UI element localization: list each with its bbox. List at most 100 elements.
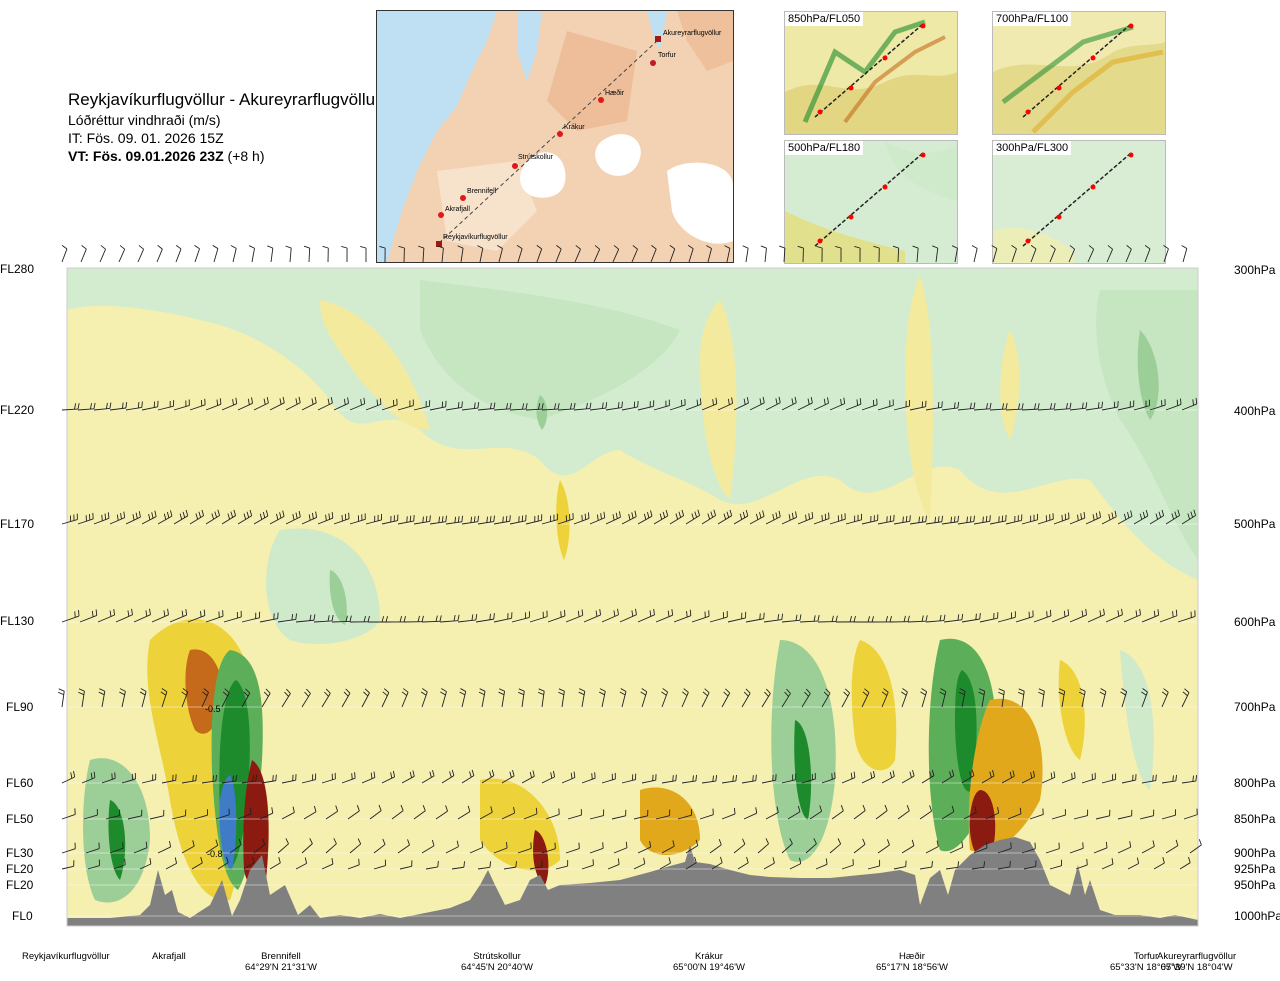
wind-barb-shaft — [511, 616, 530, 623]
wind-barb — [193, 809, 208, 820]
wind-barb — [133, 608, 151, 623]
wind-barb — [861, 688, 870, 708]
wind-barb — [509, 514, 527, 525]
wind-barb-feather — [295, 398, 298, 405]
wind-barb-shaft — [525, 519, 542, 525]
wind-barb — [157, 510, 173, 525]
wind-barb-feather — [732, 775, 734, 782]
thumbnail-850hpa[interactable]: 850hPa/FL050 — [784, 11, 958, 135]
wind-barb — [125, 401, 143, 411]
wind-barb-shaft — [281, 693, 291, 708]
wind-barb-shaft — [861, 776, 875, 784]
wind-barb-feather — [163, 610, 166, 617]
wind-barb — [845, 513, 862, 525]
wind-barb-feather — [535, 807, 538, 814]
valid-time-value: VT: Fös. 09.01.2026 23Z — [68, 148, 224, 164]
wind-barb-shaft — [589, 815, 604, 820]
wind-barb-shaft — [149, 815, 164, 820]
thumbnail-300hpa[interactable]: 300hPa/FL300 — [992, 140, 1166, 264]
wind-barb-feather — [192, 775, 194, 782]
wind-barb-feather — [232, 399, 234, 406]
wind-barb-shaft — [1101, 406, 1118, 411]
wind-barb-feather — [762, 396, 765, 403]
wind-barb-shaft — [175, 248, 182, 263]
wind-barb-shaft — [801, 693, 811, 708]
wind-barb-shaft — [1069, 614, 1087, 623]
wind-barb-shaft — [1121, 691, 1128, 708]
y-right-tick: 500hPa — [1234, 517, 1276, 531]
y-right-tick: 850hPa — [1234, 812, 1276, 826]
wind-barb-feather — [203, 688, 209, 693]
wind-barb — [105, 809, 121, 820]
wind-barb-feather — [937, 401, 940, 408]
wind-barb-shaft — [717, 515, 732, 525]
wind-barb — [1183, 808, 1198, 820]
wind-barb — [277, 613, 297, 623]
wind-barb — [413, 515, 431, 525]
wind-barb — [157, 840, 172, 854]
low-green-left-core — [108, 800, 126, 880]
wind-barb-shaft — [741, 692, 751, 708]
wind-barb-feather — [1152, 840, 1155, 847]
wind-barb-feather — [889, 616, 892, 623]
green-streak-2 — [1137, 330, 1159, 420]
wind-barb-feather — [1053, 771, 1056, 778]
wind-barb-feather — [998, 688, 1005, 692]
wind-barb-shaft — [270, 248, 274, 263]
wind-barb — [637, 510, 653, 525]
wind-barb-feather — [710, 511, 714, 518]
thumbnail-700hpa[interactable]: 700hPa/FL100 — [992, 11, 1166, 135]
wind-barb-feather — [249, 509, 253, 516]
wind-barb-shaft — [1061, 691, 1066, 708]
wind-barb-shaft — [61, 519, 78, 525]
thumbnail-300hpa-image — [993, 141, 1165, 263]
wind-barb — [381, 770, 396, 784]
wind-barb — [241, 688, 251, 708]
wind-barb — [493, 841, 508, 854]
wind-barb-shaft — [619, 614, 637, 623]
wind-barb — [920, 688, 928, 708]
wind-barb-feather — [921, 516, 924, 523]
wind-barb-feather — [694, 856, 697, 863]
wind-barb-feather — [983, 861, 986, 868]
wind-barb-feather — [201, 509, 205, 516]
wind-barb-feather — [1175, 839, 1179, 846]
wind-barb-shaft — [661, 780, 676, 784]
wind-barb-shaft — [451, 866, 464, 870]
wind-barb-shaft — [881, 692, 889, 708]
y-left-tick: FL20 — [6, 862, 34, 876]
wind-barb-shaft — [341, 692, 351, 708]
wind-barb-feather — [601, 402, 604, 409]
wind-barb-feather — [823, 398, 826, 405]
wind-barb-feather — [200, 857, 203, 864]
wind-barb-feather — [70, 772, 73, 779]
wind-barb — [281, 774, 297, 784]
wind-barb-feather — [789, 838, 793, 844]
wind-barb — [1069, 511, 1086, 525]
wind-barb — [659, 857, 671, 870]
wind-barb-shaft — [567, 814, 582, 820]
wind-barb-shaft — [1049, 865, 1062, 870]
wind-barb — [518, 688, 525, 708]
wind-barb-feather — [1053, 402, 1056, 410]
wind-barb — [141, 510, 157, 525]
wind-barb-feather — [934, 516, 937, 523]
wind-barb-feather — [370, 772, 373, 779]
wind-barb-feather — [1142, 688, 1148, 693]
wind-barb-shaft — [1133, 405, 1150, 411]
wind-barb-feather — [902, 516, 904, 523]
wind-barb-shaft — [909, 521, 926, 525]
wind-barb-feather — [628, 513, 631, 520]
wind-barb-feather — [704, 688, 710, 694]
wind-barb-feather — [578, 691, 585, 696]
wind-barb-shaft — [733, 515, 749, 525]
wind-barb-feather — [804, 691, 809, 697]
wind-barb-shaft — [223, 616, 242, 623]
wind-barb — [201, 774, 217, 784]
wind-barb-shaft — [781, 693, 791, 708]
wind-barb — [941, 805, 955, 820]
wind-barb-feather — [694, 511, 698, 518]
wind-barb-feather — [712, 399, 714, 406]
thumbnail-500hpa[interactable]: 500hPa/FL180 — [784, 140, 958, 264]
wind-barb-shaft — [981, 691, 986, 708]
